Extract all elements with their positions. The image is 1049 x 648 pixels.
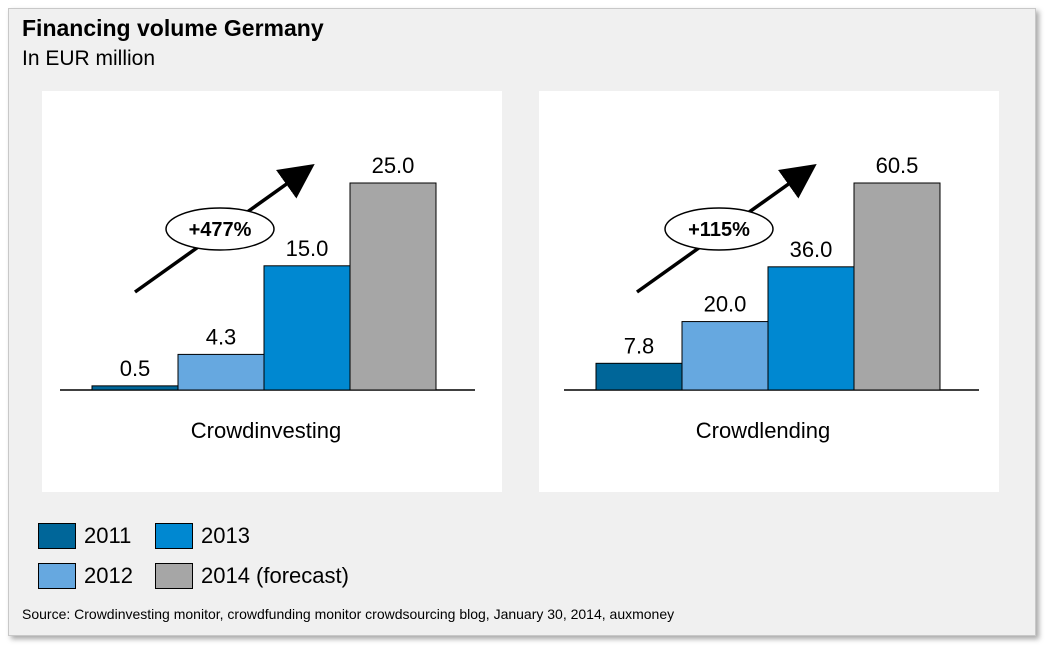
bar-value-label: 0.5 [120,356,151,381]
crowdinvesting-chart-panel: +477% 0.5 4.3 15.0 25.0 Crowdinvesting [42,91,502,492]
growth-annotation-bubble [165,207,275,251]
legend-label: 2013 [201,523,250,548]
bar-2012 [177,353,265,391]
legend-item-2014-forecast: 2014 (forecast) [155,563,349,589]
chart-category-title: Crowdlending [696,418,831,443]
source-note: Source: Crowdinvesting monitor, crowdfun… [22,606,675,622]
growth-annotation-label: +115% [688,219,750,241]
bar-2013 [767,266,855,391]
legend-swatch [155,523,193,549]
legend-item-2013: 2013 [155,523,250,549]
legend-item-2012: 2012 [38,563,133,589]
bar-value-label: 15.0 [286,236,329,261]
bar-value-label: 60.5 [876,153,919,178]
growth-annotation-label: +477% [189,219,252,241]
bar-2014-forecast [349,182,437,391]
chart-category-title: Crowdinvesting [191,418,341,443]
legend-label: 2014 (forecast) [201,563,349,588]
legend-swatch [38,523,76,549]
bar-2011 [595,362,683,391]
crowdlending-chart-panel: +115% 7.8 20.0 36.0 60.5 Crowdlending [539,91,999,492]
crowdlending-chart: +115% 7.8 20.0 36.0 60.5 Crowdlending [564,153,979,443]
bar-2014-forecast [853,182,941,391]
bar-2011 [91,385,179,391]
crowdinvesting-chart: +477% 0.5 4.3 15.0 25.0 Crowdinvesting [60,153,475,443]
growth-annotation-bubble [664,207,774,251]
page-subtitle: In EUR million [22,47,156,70]
legend-item-2011: 2011 [38,523,131,549]
legend-label: 2011 [84,523,132,548]
bar-value-label: 4.3 [206,324,237,349]
bar-value-label: 7.8 [624,333,655,358]
bar-2012 [681,321,769,391]
bar-value-label: 20.0 [704,292,747,317]
bar-2013 [263,265,351,391]
bar-value-label: 36.0 [790,237,833,262]
page-title: Financing volume Germany [22,15,324,41]
legend-swatch [38,563,76,589]
legend-swatch [155,563,193,589]
bar-value-label: 25.0 [372,153,415,178]
legend-label: 2012 [84,563,133,588]
